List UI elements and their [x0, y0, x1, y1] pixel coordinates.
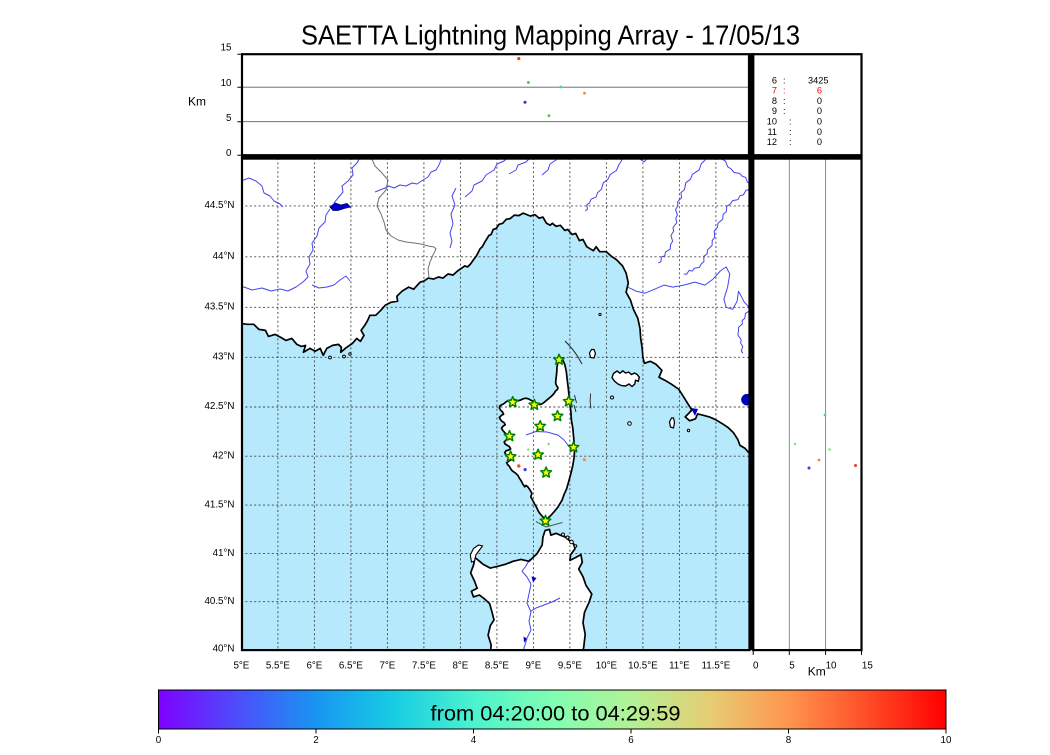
svg-text:0: 0	[753, 661, 759, 672]
svg-text::: :	[783, 75, 786, 85]
svg-text:4: 4	[471, 735, 477, 746]
svg-text:0: 0	[817, 106, 822, 116]
svg-text:10: 10	[941, 735, 952, 746]
svg-text:10: 10	[221, 78, 232, 89]
svg-text:10°E: 10°E	[596, 661, 618, 672]
svg-text:6.5°E: 6.5°E	[339, 661, 364, 672]
svg-text::: :	[789, 127, 792, 137]
svg-text:41°N: 41°N	[213, 548, 235, 559]
svg-text:10.5°E: 10.5°E	[628, 661, 658, 672]
svg-text:9: 9	[772, 106, 777, 116]
svg-text:8: 8	[786, 735, 792, 746]
svg-text:Km: Km	[808, 665, 826, 679]
svg-text:0: 0	[817, 127, 822, 137]
svg-text:9°E: 9°E	[525, 661, 541, 672]
svg-text:5.5°E: 5.5°E	[266, 661, 291, 672]
svg-text:from 04:20:00 to 04:29:59: from 04:20:00 to 04:29:59	[431, 703, 681, 726]
svg-text:SAETTA Lightning Mapping Array: SAETTA Lightning Mapping Array - 17/05/1…	[301, 20, 800, 51]
svg-text:5: 5	[226, 113, 232, 124]
svg-text:11.5°E: 11.5°E	[702, 661, 731, 672]
svg-text:0: 0	[817, 137, 822, 147]
svg-text:11°E: 11°E	[669, 661, 690, 672]
svg-text:44.5°N: 44.5°N	[204, 200, 234, 211]
svg-text:44°N: 44°N	[213, 251, 235, 262]
svg-text::: :	[783, 86, 786, 96]
svg-text:43°N: 43°N	[213, 352, 235, 363]
svg-text:42.5°N: 42.5°N	[204, 401, 234, 412]
svg-text:6: 6	[628, 735, 634, 746]
svg-text:6: 6	[772, 75, 777, 85]
svg-text:5°E: 5°E	[233, 661, 249, 672]
svg-text:6: 6	[817, 86, 822, 96]
svg-text:15: 15	[862, 661, 873, 672]
svg-text:2: 2	[313, 735, 318, 746]
svg-text:8: 8	[772, 96, 777, 106]
svg-text:0: 0	[226, 148, 232, 159]
svg-text:7°E: 7°E	[379, 661, 395, 672]
svg-text:11: 11	[767, 127, 777, 137]
svg-text:Km: Km	[188, 95, 206, 109]
svg-text:12: 12	[767, 137, 777, 147]
svg-text:9.5°E: 9.5°E	[558, 661, 583, 672]
svg-text:0: 0	[817, 117, 822, 127]
svg-text::: :	[789, 117, 792, 127]
svg-text:8°E: 8°E	[452, 661, 468, 672]
svg-text:6°E: 6°E	[306, 661, 322, 672]
svg-text:10: 10	[767, 117, 777, 127]
svg-text:7: 7	[772, 86, 777, 96]
svg-text:8.5°E: 8.5°E	[485, 661, 510, 672]
svg-text::: :	[783, 96, 786, 106]
svg-text:5: 5	[789, 661, 795, 672]
svg-text:41.5°N: 41.5°N	[204, 499, 234, 510]
svg-text:43.5°N: 43.5°N	[204, 301, 234, 312]
svg-text:7.5°E: 7.5°E	[412, 661, 437, 672]
svg-text:40.5°N: 40.5°N	[204, 596, 234, 607]
svg-text:0: 0	[156, 735, 162, 746]
svg-text:15: 15	[221, 43, 232, 54]
svg-text:40°N: 40°N	[213, 644, 235, 655]
svg-text:0: 0	[817, 96, 822, 106]
svg-text::: :	[783, 106, 786, 116]
svg-text:3425: 3425	[808, 75, 828, 85]
svg-text::: :	[789, 137, 792, 147]
svg-text:10: 10	[826, 661, 837, 672]
svg-text:42°N: 42°N	[213, 450, 235, 461]
